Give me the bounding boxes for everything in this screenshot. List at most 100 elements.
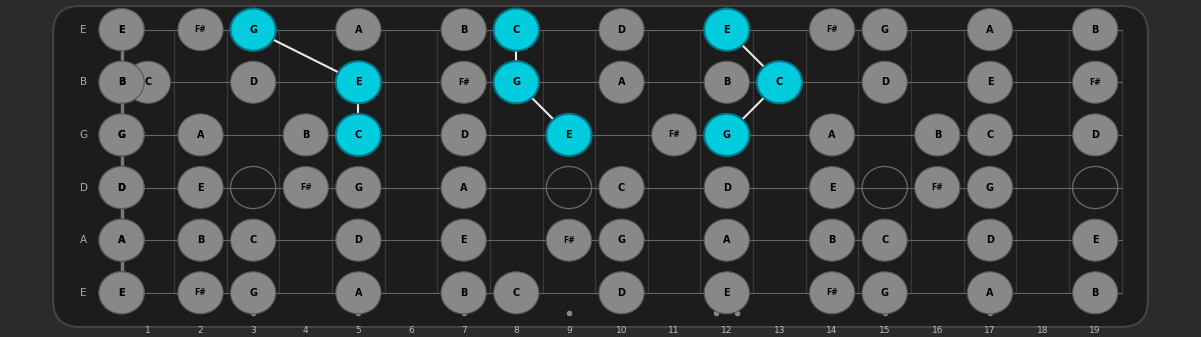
Text: 4: 4 — [303, 326, 309, 335]
Ellipse shape — [178, 219, 223, 261]
Text: A: A — [118, 235, 125, 245]
Ellipse shape — [967, 272, 1012, 314]
Text: 11: 11 — [669, 326, 680, 335]
Text: 6: 6 — [408, 326, 414, 335]
Text: A: A — [118, 235, 125, 245]
Ellipse shape — [599, 166, 644, 209]
Ellipse shape — [441, 114, 486, 156]
Text: F#: F# — [195, 288, 207, 297]
Ellipse shape — [336, 114, 381, 156]
Ellipse shape — [98, 166, 144, 209]
Text: D: D — [880, 77, 889, 87]
Ellipse shape — [599, 8, 644, 51]
Ellipse shape — [178, 8, 223, 51]
Text: B: B — [118, 77, 125, 87]
Ellipse shape — [862, 272, 907, 314]
Ellipse shape — [967, 166, 1012, 209]
Ellipse shape — [283, 166, 328, 209]
Ellipse shape — [231, 8, 276, 51]
Text: 1: 1 — [145, 326, 151, 335]
Text: E: E — [355, 77, 362, 87]
Text: 15: 15 — [879, 326, 890, 335]
Text: G: G — [880, 25, 889, 35]
Text: B: B — [460, 25, 467, 35]
Text: D: D — [354, 235, 363, 245]
Ellipse shape — [98, 114, 144, 156]
Ellipse shape — [98, 114, 144, 156]
Ellipse shape — [98, 61, 144, 103]
Text: C: C — [354, 130, 362, 140]
Ellipse shape — [283, 114, 328, 156]
Text: D: D — [249, 77, 257, 87]
Ellipse shape — [704, 114, 749, 156]
Text: E: E — [80, 288, 86, 298]
Ellipse shape — [98, 166, 144, 209]
Ellipse shape — [967, 114, 1012, 156]
Ellipse shape — [862, 61, 907, 103]
Text: D: D — [617, 288, 626, 298]
Text: E: E — [723, 25, 730, 35]
Text: G: G — [249, 25, 257, 35]
Ellipse shape — [809, 166, 855, 209]
Ellipse shape — [178, 166, 223, 209]
Text: 12: 12 — [721, 326, 733, 335]
Text: C: C — [144, 77, 151, 87]
Ellipse shape — [125, 61, 171, 103]
Text: A: A — [723, 235, 730, 245]
Text: F#: F# — [563, 236, 575, 245]
Text: B: B — [197, 235, 204, 245]
Text: E: E — [1092, 235, 1099, 245]
Text: 5: 5 — [355, 326, 362, 335]
Text: F#: F# — [669, 130, 680, 140]
Text: E: E — [118, 25, 125, 35]
Ellipse shape — [231, 61, 276, 103]
Text: A: A — [460, 183, 467, 192]
Ellipse shape — [1072, 272, 1118, 314]
Text: 18: 18 — [1036, 326, 1048, 335]
Ellipse shape — [98, 219, 144, 261]
Text: B: B — [933, 130, 942, 140]
Text: E: E — [723, 288, 730, 298]
Text: 3: 3 — [250, 326, 256, 335]
Text: 19: 19 — [1089, 326, 1101, 335]
Ellipse shape — [336, 219, 381, 261]
Ellipse shape — [1072, 219, 1118, 261]
Ellipse shape — [599, 61, 644, 103]
Text: 7: 7 — [461, 326, 466, 335]
Ellipse shape — [1072, 114, 1118, 156]
Ellipse shape — [336, 61, 381, 103]
Ellipse shape — [652, 114, 697, 156]
Text: G: G — [723, 130, 730, 140]
Ellipse shape — [1072, 61, 1118, 103]
Ellipse shape — [599, 272, 644, 314]
Ellipse shape — [494, 61, 539, 103]
Ellipse shape — [809, 219, 855, 261]
Text: 8: 8 — [513, 326, 519, 335]
Text: F#: F# — [932, 183, 943, 192]
Text: G: G — [118, 130, 126, 140]
Text: A: A — [354, 25, 363, 35]
Text: A: A — [986, 25, 993, 35]
Text: C: C — [986, 130, 993, 140]
Text: F#: F# — [300, 183, 311, 192]
Text: G: G — [513, 77, 520, 87]
Text: F#: F# — [458, 78, 470, 87]
Ellipse shape — [862, 219, 907, 261]
Text: A: A — [197, 130, 204, 140]
Ellipse shape — [704, 166, 749, 209]
Text: B: B — [80, 77, 88, 87]
Text: D: D — [723, 183, 730, 192]
Ellipse shape — [98, 272, 144, 314]
Text: D: D — [79, 183, 88, 192]
Ellipse shape — [967, 61, 1012, 103]
Text: C: C — [776, 77, 783, 87]
Text: E: E — [987, 77, 993, 87]
FancyBboxPatch shape — [53, 6, 1148, 327]
Text: G: G — [617, 235, 626, 245]
Ellipse shape — [704, 8, 749, 51]
Text: F#: F# — [826, 25, 838, 34]
Text: 17: 17 — [984, 326, 996, 335]
Text: 14: 14 — [826, 326, 838, 335]
Ellipse shape — [98, 272, 144, 314]
Ellipse shape — [336, 8, 381, 51]
